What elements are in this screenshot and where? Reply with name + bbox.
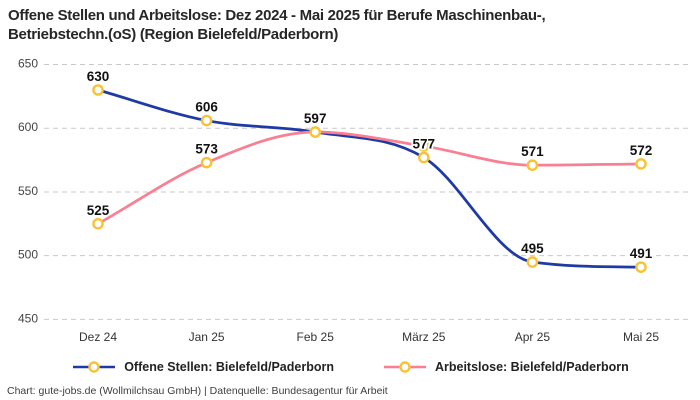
data-point-label: 597 bbox=[304, 111, 327, 126]
data-point-marker[interactable] bbox=[92, 218, 104, 230]
chart-title: Offene Stellen und Arbeitslose: Dez 2024… bbox=[8, 6, 696, 44]
data-point-marker[interactable] bbox=[200, 114, 213, 127]
data-point-marker[interactable] bbox=[309, 126, 322, 138]
x-axis-tick-label: Dez 24 bbox=[79, 330, 117, 344]
legend-item-offene-stellen[interactable]: Offene Stellen: Bielefeld/Paderborn bbox=[71, 360, 334, 374]
data-point-label: 495 bbox=[521, 241, 544, 256]
x-axis-tick-label: Feb 25 bbox=[297, 330, 335, 344]
x-axis-tick-label: März 25 bbox=[402, 330, 446, 344]
x-axis-tick-label: Jan 25 bbox=[189, 330, 225, 344]
data-point-marker[interactable] bbox=[635, 261, 647, 273]
chart-title-line1: Offene Stellen und Arbeitslose: Dez 2024… bbox=[8, 7, 546, 24]
data-point-marker[interactable] bbox=[92, 84, 104, 96]
pink-line-marker-icon bbox=[383, 361, 426, 373]
data-point-label: 572 bbox=[630, 143, 653, 158]
x-axis-tick-label: Mai 25 bbox=[623, 330, 659, 344]
data-point-label: 606 bbox=[195, 100, 218, 115]
line-chart: 450 500 550 600 650 Dez 24 Jan 25 Feb 25 März 25… bbox=[18, 57, 690, 344]
data-point-marker[interactable] bbox=[526, 159, 539, 171]
data-point-label: 577 bbox=[413, 137, 436, 152]
legend-label-arbeitslose: Arbeitslose: Bielefeld/Paderborn bbox=[434, 360, 629, 374]
data-point-marker[interactable] bbox=[417, 140, 430, 152]
data-point-label: 491 bbox=[630, 246, 653, 261]
blue-line-marker-icon bbox=[73, 361, 116, 373]
attribution-footer: Chart: gute-jobs.de (Wollmilchsau GmbH) … bbox=[7, 385, 388, 397]
data-point-marker[interactable] bbox=[200, 156, 213, 169]
data-point-label: 573 bbox=[195, 142, 218, 157]
legend: Offene Stellen: Bielefeld/Paderborn Arbe… bbox=[0, 357, 700, 377]
data-point-label: 571 bbox=[521, 144, 544, 159]
data-point-label: 525 bbox=[87, 203, 110, 218]
y-axis-tick-label: 500 bbox=[18, 248, 38, 262]
legend-label-offene-stellen: Offene Stellen: Bielefeld/Paderborn bbox=[124, 360, 334, 374]
x-axis-tick-label: Apr 25 bbox=[515, 330, 551, 344]
data-point-label: 630 bbox=[87, 69, 110, 84]
data-point-marker[interactable] bbox=[635, 158, 647, 170]
legend-item-arbeitslose[interactable]: Arbeitslose: Bielefeld/Paderborn bbox=[382, 360, 629, 374]
series-line bbox=[96, 130, 643, 226]
series-line bbox=[96, 88, 643, 269]
y-axis-tick-label: 450 bbox=[18, 311, 38, 325]
y-axis-tick-label: 600 bbox=[18, 120, 38, 134]
y-axis-tick-label: 650 bbox=[18, 57, 38, 71]
data-point-marker[interactable] bbox=[417, 151, 430, 164]
chart-title-line2: Betriebstechn.(oS) (Region Bielefeld/Pad… bbox=[8, 26, 339, 43]
y-axis-tick-label: 550 bbox=[18, 184, 38, 198]
data-point-marker[interactable] bbox=[526, 256, 539, 268]
